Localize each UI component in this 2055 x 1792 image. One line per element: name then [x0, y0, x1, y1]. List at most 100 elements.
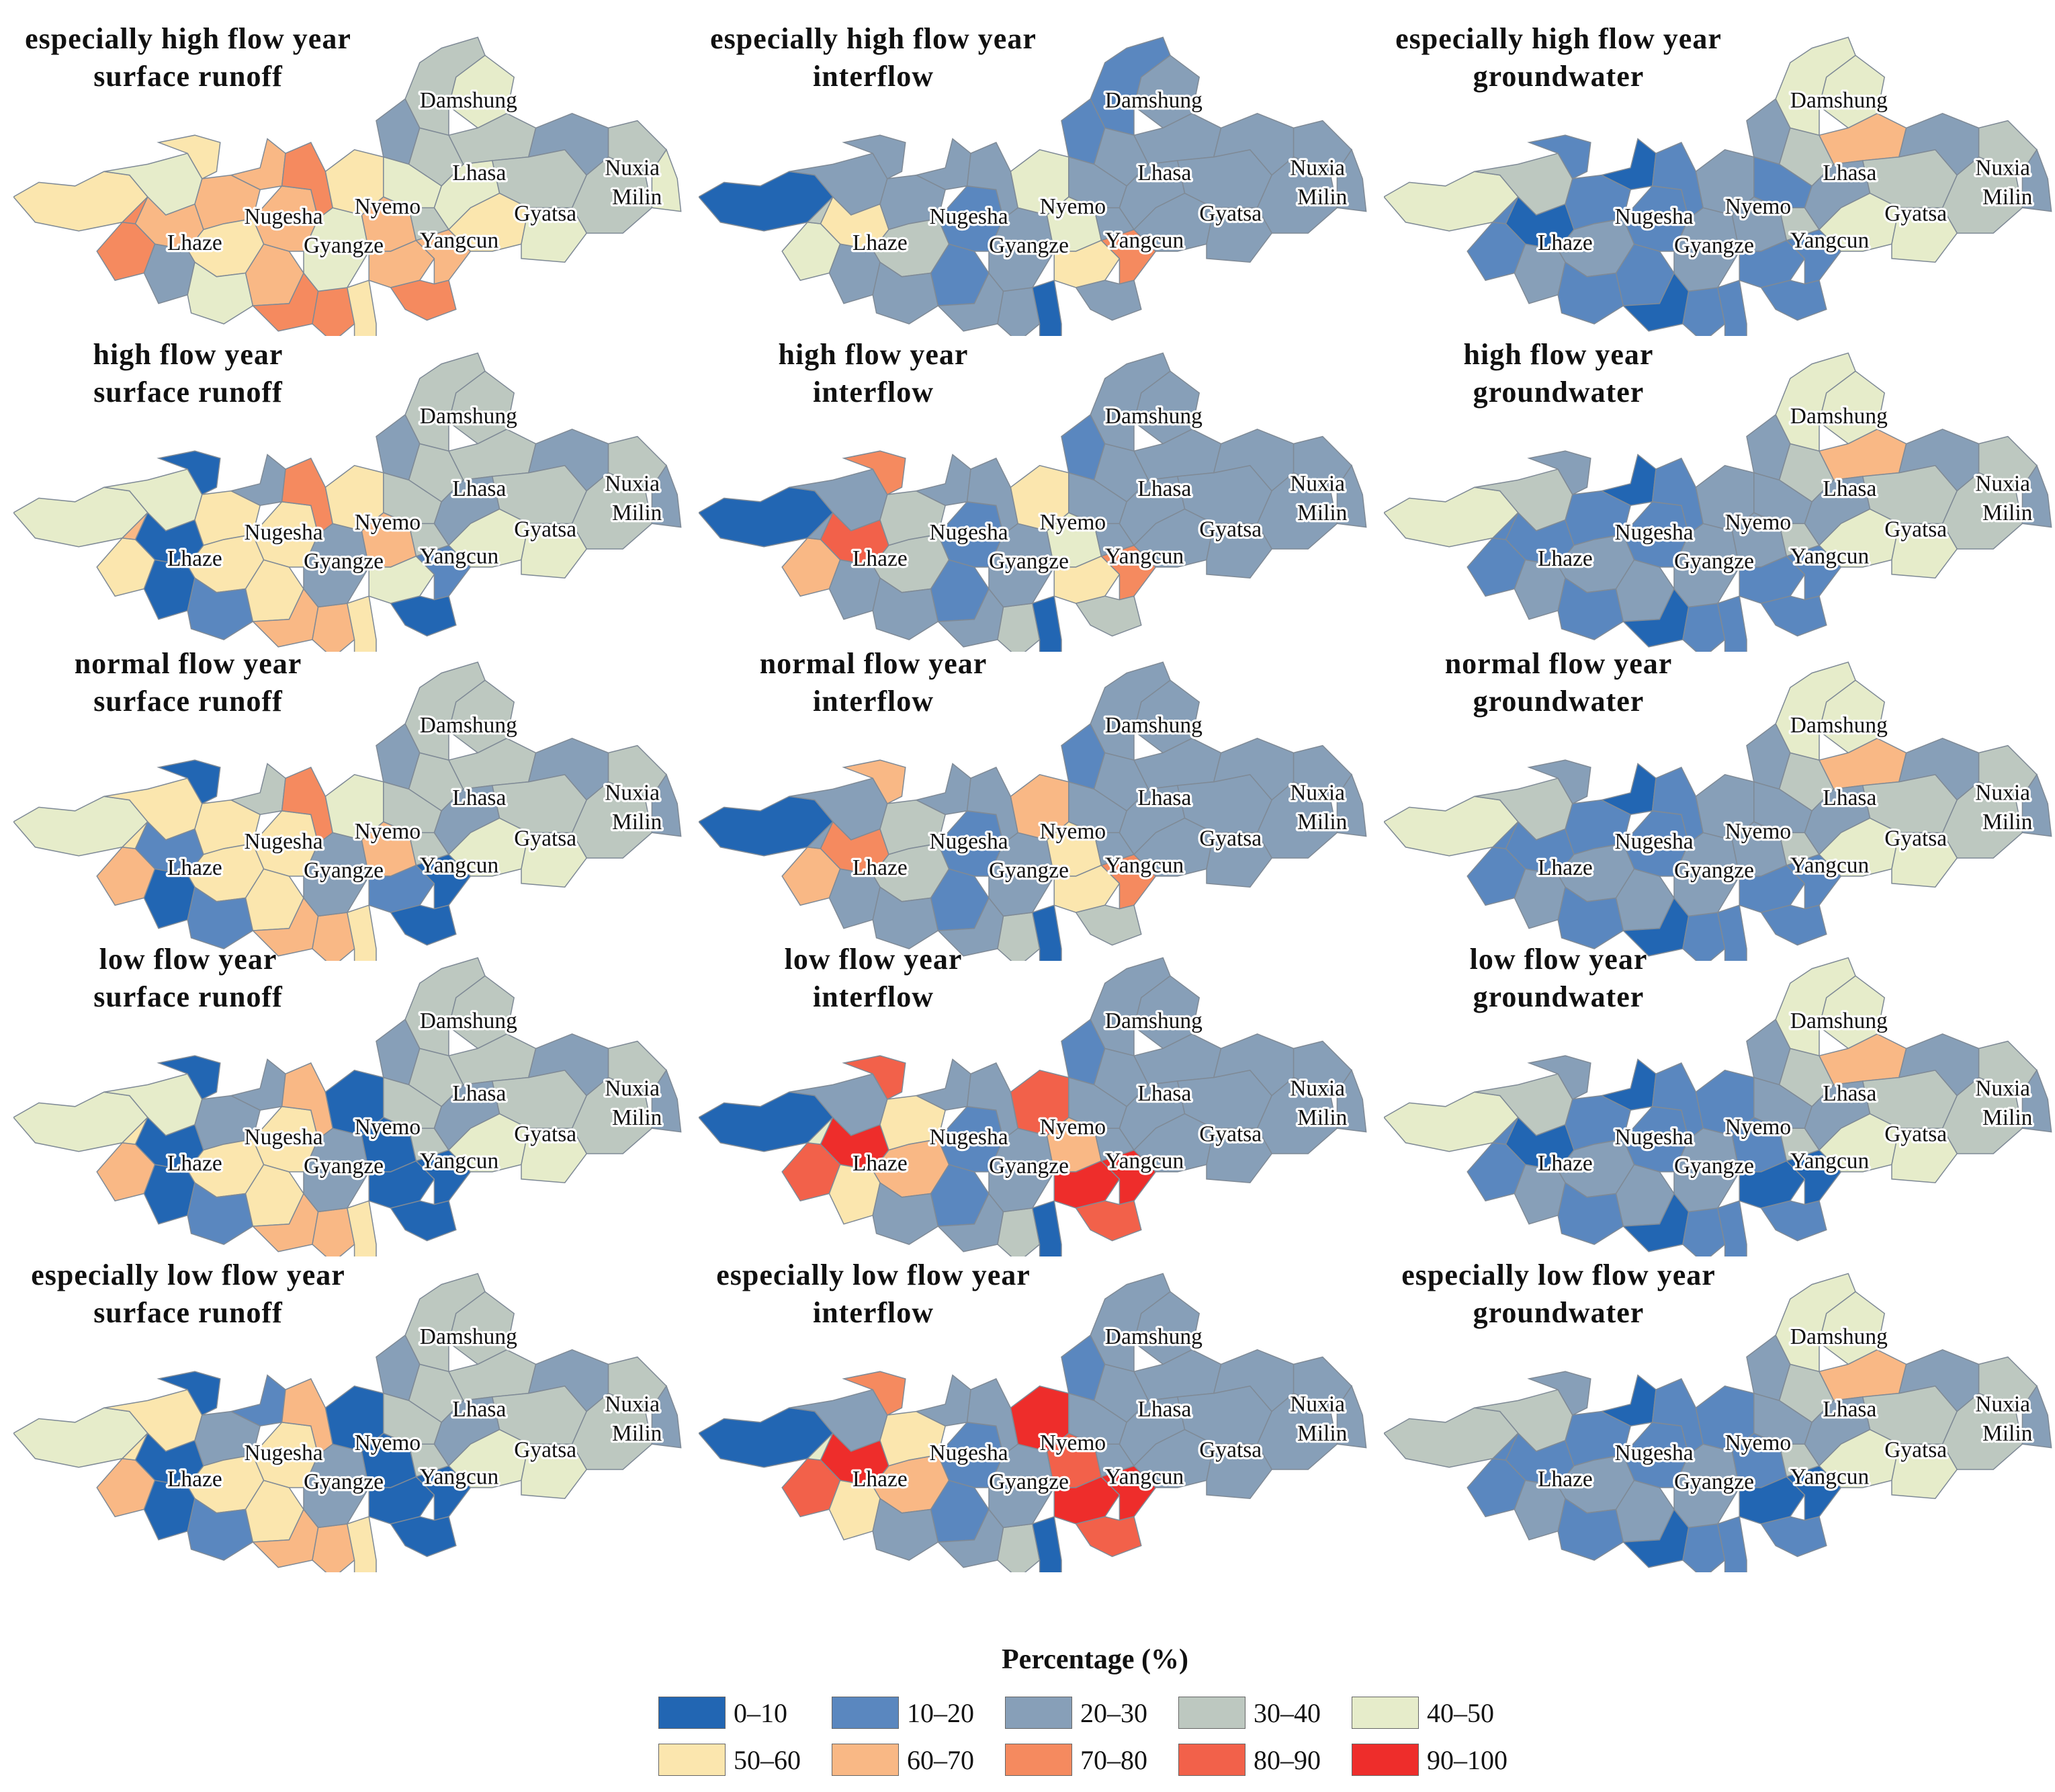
panel-title-year: low flow year — [99, 943, 277, 976]
panel-title: high flow year surface runoff — [13, 336, 363, 411]
panel-title-year: high flow year — [93, 338, 283, 371]
place-label: Nuxia — [1975, 472, 2030, 497]
panel-title-component: surface runoff — [93, 60, 283, 93]
place-label: Gyangze — [304, 858, 384, 883]
panel-title: especially high flow year surface runoff — [13, 20, 363, 95]
sub-basin-region — [1256, 156, 1338, 234]
place-label: Yangcun — [420, 853, 499, 878]
sub-basin-region — [1941, 472, 2023, 550]
sub-basin-region — [1053, 864, 1121, 913]
legend-swatch — [832, 1744, 899, 1776]
place-label: Gyatsa — [1884, 826, 1947, 851]
legend-swatch — [1352, 1697, 1419, 1729]
panel-title-year: especially low flow year — [31, 1258, 345, 1291]
sub-basin-region — [1760, 595, 1827, 637]
sub-basin-region — [187, 1497, 254, 1561]
map-panel: Damshung Lhasa Nuxia Milin Nugesha Nyemo Gyats… — [699, 1256, 1370, 1572]
place-label: Gyatsa — [1199, 202, 1262, 226]
legend-swatch — [1005, 1744, 1072, 1776]
sub-basin-region — [447, 1349, 537, 1402]
sub-basin-region — [872, 261, 939, 325]
place-label: Nyemo — [1725, 510, 1792, 535]
place-label: Nyemo — [1725, 1115, 1792, 1140]
place-label: Damshung — [1105, 1009, 1203, 1033]
sub-basin-region — [1527, 1371, 1591, 1416]
place-label: Nuxia — [1290, 1076, 1345, 1101]
place-label: Lhaze — [1538, 1467, 1593, 1492]
sub-basin-region — [1206, 1127, 1273, 1183]
place-label: Milin — [1982, 185, 2033, 210]
legend-item: 90–100 — [1352, 1744, 1520, 1777]
place-label: Lhasa — [1823, 161, 1876, 185]
sub-basin-region — [806, 1433, 834, 1461]
map-panel: Damshung Lhasa Nuxia Milin Nugesha Nyemo Gyats… — [699, 941, 1370, 1256]
place-label: Nuxia — [1290, 1392, 1345, 1417]
legend-label: 0–10 — [734, 1698, 787, 1728]
sub-basin-region — [1818, 428, 1907, 481]
panel-title-component: interflow — [812, 60, 934, 93]
place-label: Lhasa — [452, 476, 506, 501]
legend-item: 0–10 — [658, 1697, 826, 1730]
panel-title: especially high flow year groundwater — [1384, 20, 1733, 95]
sub-basin-region — [1891, 207, 1958, 263]
place-label: Nugesha — [244, 204, 322, 229]
basin-map: Damshung Lhasa Nuxia Milin Nugesha Nyemo Gyats… — [1384, 661, 2052, 961]
place-label: Nuxia — [605, 1392, 660, 1417]
legend-label: 90–100 — [1427, 1745, 1507, 1775]
legend-item: 10–20 — [832, 1697, 1000, 1730]
panel-title-component: groundwater — [1473, 60, 1645, 93]
sub-basin-region — [1891, 832, 1958, 888]
place-label: Yangcun — [420, 228, 499, 253]
place-label: Damshung — [420, 1324, 517, 1349]
legend-item: 70–80 — [1005, 1744, 1173, 1777]
panel-title: normal flow year groundwater — [1384, 645, 1733, 720]
sub-basin-region — [521, 1127, 588, 1183]
sub-basin-region — [1941, 1392, 2023, 1470]
place-label: Milin — [1297, 501, 1348, 525]
place-label: Nuxia — [605, 156, 660, 181]
legend-swatch — [832, 1697, 899, 1729]
legend-label: 40–50 — [1427, 1698, 1494, 1728]
place-label: Damshung — [420, 88, 517, 113]
place-label: Nyemo — [1040, 1431, 1106, 1455]
place-label: Lhasa — [452, 1397, 506, 1422]
sub-basin-region — [1739, 239, 1806, 288]
place-label: Damshung — [420, 404, 517, 429]
place-label: Nuxia — [1975, 781, 2030, 806]
sub-basin-region — [390, 280, 457, 321]
sub-basin-region — [872, 1181, 939, 1245]
sub-basin-region — [1760, 1516, 1827, 1558]
panel-title-component: surface runoff — [93, 980, 283, 1013]
place-label: Lhaze — [852, 1151, 908, 1176]
sub-basin-region — [1031, 595, 1062, 652]
basin-map: Damshung Lhasa Nuxia Milin Nugesha Nyemo Gyats… — [699, 1273, 1367, 1572]
panel-title-year: normal flow year — [74, 647, 302, 680]
place-label: Nyemo — [355, 1431, 421, 1455]
sub-basin-region — [521, 523, 588, 579]
sub-basin-region — [1818, 112, 1907, 165]
legend-item: 60–70 — [832, 1744, 1000, 1777]
place-label: Nugesha — [929, 204, 1008, 229]
place-label: Yangcun — [1105, 853, 1184, 878]
place-label: Nyemo — [355, 510, 421, 535]
sub-basin-region — [1739, 555, 1806, 604]
place-label: Milin — [612, 1421, 662, 1446]
panel-title-year: especially high flow year — [25, 22, 351, 55]
basin-map: Damshung Lhasa Nuxia Milin Nugesha Nyemo Gyats… — [13, 957, 682, 1256]
panel-title: especially low flow year groundwater — [1384, 1256, 1733, 1332]
place-label: Lhaze — [852, 855, 908, 880]
sub-basin-region — [1891, 523, 1958, 579]
panel-title: normal flow year interflow — [699, 645, 1048, 720]
basin-map: Damshung Lhasa Nuxia Milin Nugesha Nyemo Gyats… — [699, 661, 1367, 961]
sub-basin-region — [1336, 148, 1367, 212]
place-label: Lhaze — [1538, 855, 1593, 880]
place-label: Nyemo — [355, 1115, 421, 1140]
place-label: Lhasa — [1823, 476, 1876, 501]
sub-basin-region — [1133, 737, 1222, 790]
sub-basin-region — [1336, 773, 1367, 837]
map-grid: Damshung Lhasa Nuxia Milin Nugesha Nyemo Gyats… — [13, 20, 2052, 1572]
place-label: Nugesha — [1614, 204, 1693, 229]
place-label: Nyemo — [1040, 194, 1106, 219]
place-label: Nyemo — [1725, 194, 1792, 219]
sub-basin-region — [187, 261, 254, 325]
